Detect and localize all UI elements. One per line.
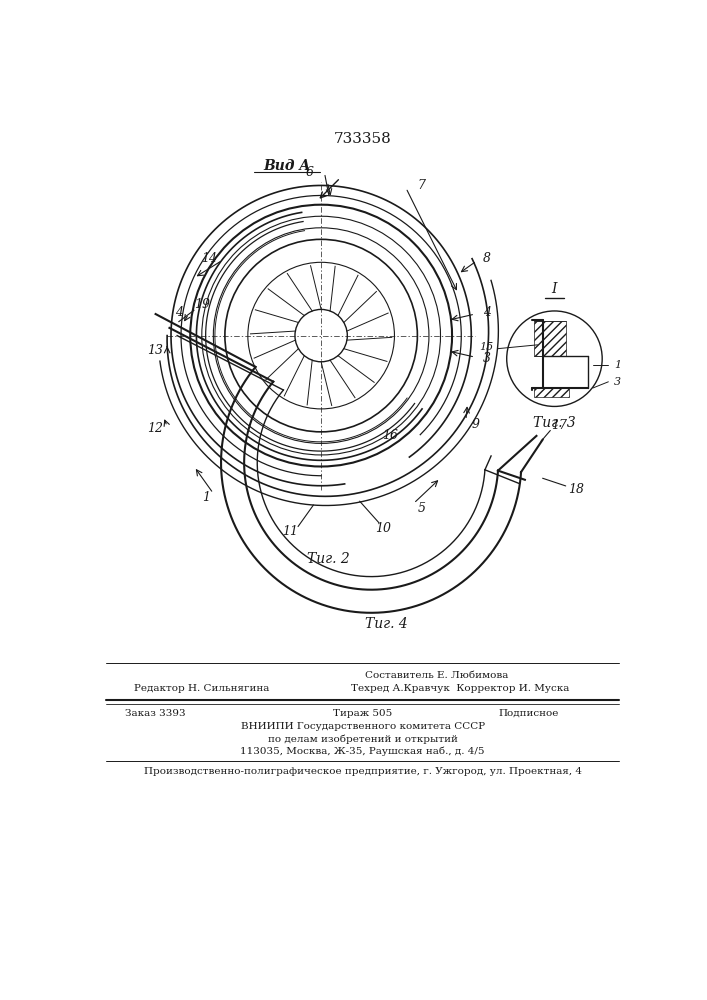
Text: 3: 3	[614, 377, 621, 387]
Text: 5: 5	[417, 502, 425, 515]
Text: 18: 18	[568, 483, 585, 496]
Text: Вид A: Вид A	[263, 159, 310, 173]
Text: 1: 1	[201, 491, 210, 504]
Text: Производственно-полиграфическое предприятие, г. Ужгород, ул. Проектная, 4: Производственно-полиграфическое предприя…	[144, 767, 582, 776]
Text: 17: 17	[551, 419, 568, 432]
Text: 15: 15	[479, 342, 493, 352]
Text: Подписное: Подписное	[499, 709, 559, 718]
Text: 14: 14	[201, 252, 218, 265]
Text: Заказ 3393: Заказ 3393	[125, 709, 186, 718]
Text: 4: 4	[483, 306, 491, 319]
Text: 11: 11	[282, 525, 298, 538]
Text: 10: 10	[375, 522, 391, 535]
Text: ВНИИПИ Государственного комитета СССР: ВНИИПИ Государственного комитета СССР	[240, 722, 485, 731]
Text: 13: 13	[148, 344, 163, 358]
Text: 7: 7	[417, 179, 425, 192]
Text: Редактор Н. Сильнягина: Редактор Н. Сильнягина	[134, 684, 269, 693]
Text: 8: 8	[483, 252, 491, 265]
Text: Тираж 505: Тираж 505	[333, 709, 392, 718]
Text: 6: 6	[305, 166, 314, 179]
Text: 3: 3	[483, 352, 491, 365]
Bar	[534, 388, 569, 397]
Text: по делам изобретений и открытий: по делам изобретений и открытий	[268, 734, 457, 744]
Text: 19: 19	[194, 298, 210, 311]
Text: Τиг. 3: Τиг. 3	[533, 416, 575, 430]
Text: Τиг. 2: Τиг. 2	[308, 552, 350, 566]
Text: 12: 12	[148, 422, 163, 434]
Text: 16: 16	[382, 429, 399, 442]
Text: Составитель Е. Любимова: Составитель Е. Любимова	[365, 671, 508, 680]
Text: 113035, Москва, Ж-35, Раушская наб., д. 4/5: 113035, Москва, Ж-35, Раушская наб., д. …	[240, 747, 485, 756]
Text: 4: 4	[175, 306, 182, 319]
Bar	[534, 321, 566, 356]
Text: I: I	[551, 282, 557, 296]
Text: Техред А.Кравчук  Корректор И. Муска: Техред А.Кравчук Корректор И. Муска	[351, 684, 569, 693]
Text: 733358: 733358	[334, 132, 392, 146]
Text: Τиг. 4: Τиг. 4	[366, 617, 408, 631]
Text: 9: 9	[471, 418, 479, 431]
Text: 1: 1	[614, 360, 621, 370]
